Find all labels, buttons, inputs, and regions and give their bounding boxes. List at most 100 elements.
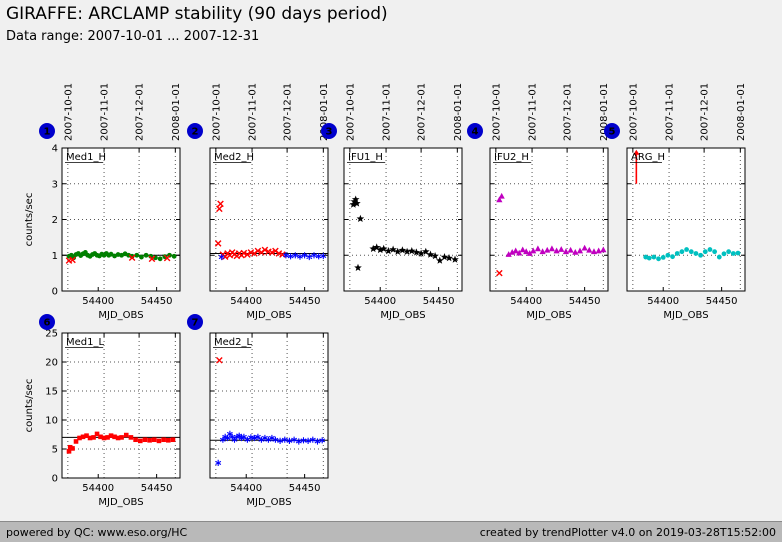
- svg-text:54400: 54400: [364, 296, 396, 307]
- series-IFU1_H-ifu1h: [349, 195, 459, 271]
- svg-text:5: 5: [609, 127, 616, 138]
- series-Med2_H-med2h-x: [214, 200, 286, 260]
- svg-text:54450: 54450: [141, 483, 173, 494]
- panel-label: Med2_H: [214, 152, 254, 163]
- top-date-label: 2008-01-01: [736, 83, 747, 141]
- top-date-label: 2007-12-01: [700, 83, 711, 141]
- top-date-label: 2008-01-01: [453, 83, 464, 141]
- svg-text:54400: 54400: [82, 296, 114, 307]
- top-date-label: 2007-11-01: [248, 83, 259, 141]
- svg-text:54450: 54450: [141, 296, 173, 307]
- top-date-label: 2007-12-01: [283, 83, 294, 141]
- series-Med2_H-med2h-ast: [218, 252, 327, 261]
- panel-number-badge: 1: [39, 123, 55, 139]
- svg-text:15: 15: [45, 387, 58, 398]
- panel-label: ARG_H: [631, 152, 665, 163]
- svg-text:54400: 54400: [82, 483, 114, 494]
- panel-Med2_L: 54400 54450 Med2_L MJD_OBS 7: [187, 314, 329, 508]
- y-axis-label: counts/sec: [24, 193, 35, 247]
- x-axis-label: MJD_OBS: [98, 310, 143, 321]
- top-date-label: 2007-12-01: [563, 83, 574, 141]
- series-Med1_L-med1l: [66, 431, 176, 454]
- svg-text:54450: 54450: [423, 296, 455, 307]
- panel-ARG_H: 54400 54450 2007-10-01 2007-11-01 2007-12-01…: [604, 83, 747, 321]
- panel-label: Med2_L: [214, 337, 252, 348]
- series-ARG_H-argh: [643, 247, 741, 262]
- footer-created-by: created by trendPlotter v4.0 on 2019-03-…: [479, 525, 776, 539]
- svg-text:20: 20: [45, 358, 58, 369]
- panel-IFU2_H: 54400 54450 2007-10-01 2007-11-01 2007-12-01…: [467, 83, 610, 321]
- panel-Med2_H: 54400 54450 2007-10-01 2007-11-01 2007-12-01…: [187, 83, 330, 321]
- top-date-label: 2007-11-01: [382, 83, 393, 141]
- page-title: GIRAFFE: ARCLAMP stability (90 days peri…: [6, 4, 388, 24]
- panel-label: IFU2_H: [494, 152, 529, 163]
- series-Med1_H-med1h: [66, 249, 177, 262]
- svg-text:2: 2: [52, 215, 58, 226]
- panel-number-badge: 3: [321, 123, 337, 139]
- panel-Med1_L: 54400 54450 0 5 10 15 20 25 Med1_L MJD_OBS counts/…: [24, 314, 181, 508]
- panel-number-badge: 5: [604, 123, 620, 139]
- footer-qc-link: powered by QC: www.eso.org/HC: [6, 525, 188, 539]
- panel-IFU1_H: 54400 54450 2007-10-01 2007-11-01 2007-12-01…: [321, 83, 464, 321]
- svg-text:54450: 54450: [289, 296, 321, 307]
- svg-text:10: 10: [45, 416, 58, 427]
- top-date-label: 2007-10-01: [628, 83, 639, 141]
- y-axis-label: counts/sec: [24, 379, 35, 433]
- svg-text:0: 0: [52, 287, 58, 298]
- out-of-range-arrow-icon: [633, 149, 640, 184]
- top-date-label: 2007-11-01: [528, 83, 539, 141]
- svg-text:6: 6: [44, 318, 51, 329]
- svg-text:0: 0: [52, 474, 58, 485]
- x-axis-label: MJD_OBS: [380, 310, 425, 321]
- svg-text:54400: 54400: [230, 296, 262, 307]
- x-axis-label: MJD_OBS: [246, 310, 291, 321]
- date-range-subtitle: Data range: 2007-10-01 ... 2007-12-31: [6, 29, 260, 44]
- series-Med2_L-outliers: [216, 356, 223, 364]
- top-date-label: 2007-12-01: [417, 83, 428, 141]
- panel-label: IFU1_H: [348, 152, 383, 163]
- top-date-label: 2008-01-01: [171, 83, 182, 141]
- svg-text:25: 25: [45, 329, 58, 340]
- svg-text:4: 4: [52, 144, 58, 155]
- svg-text:54450: 54450: [706, 296, 738, 307]
- top-date-label: 2007-10-01: [63, 83, 74, 141]
- x-axis-label: MJD_OBS: [246, 497, 291, 508]
- svg-text:54450: 54450: [569, 296, 601, 307]
- panel-number-badge: 2: [187, 123, 203, 139]
- svg-text:1: 1: [52, 251, 58, 262]
- x-axis-label: MJD_OBS: [663, 310, 708, 321]
- series-Med1_H-outliers: [65, 254, 171, 264]
- svg-text:2: 2: [192, 127, 199, 138]
- series-IFU2_H-outliers: [496, 269, 503, 277]
- top-date-label: 2007-10-01: [345, 83, 356, 141]
- panel-Med1_H: 54400 54450 2007-10-01 2007-11-01 2007-12-01…: [24, 83, 182, 321]
- svg-text:7: 7: [192, 318, 199, 329]
- top-date-label: 2007-11-01: [100, 83, 111, 141]
- panel-number-badge: 6: [39, 314, 55, 330]
- svg-text:54400: 54400: [510, 296, 542, 307]
- top-date-label: 2008-01-01: [599, 83, 610, 141]
- svg-text:54400: 54400: [230, 483, 262, 494]
- panel-label: Med1_H: [66, 152, 106, 163]
- svg-text:5: 5: [52, 445, 58, 456]
- svg-text:3: 3: [52, 179, 58, 190]
- top-date-label: 2007-11-01: [665, 83, 676, 141]
- svg-text:54450: 54450: [289, 483, 321, 494]
- footer-bar: powered by QC: www.eso.org/HC created by…: [0, 521, 782, 542]
- panel-number-badge: 7: [187, 314, 203, 330]
- panel-number-badge: 4: [467, 123, 483, 139]
- top-date-label: 2008-01-01: [319, 83, 330, 141]
- series-IFU2_H-ifu2h: [496, 192, 607, 257]
- svg-text:3: 3: [326, 127, 333, 138]
- svg-text:1: 1: [44, 127, 51, 138]
- panel-label: Med1_L: [66, 337, 104, 348]
- top-date-label: 2007-10-01: [491, 83, 502, 141]
- svg-text:54400: 54400: [647, 296, 679, 307]
- x-axis-label: MJD_OBS: [526, 310, 571, 321]
- svg-text:4: 4: [472, 127, 479, 138]
- series-Med2_L-med2l: [215, 430, 326, 467]
- top-date-label: 2007-10-01: [211, 83, 222, 141]
- x-axis-label: MJD_OBS: [98, 497, 143, 508]
- top-date-label: 2007-12-01: [135, 83, 146, 141]
